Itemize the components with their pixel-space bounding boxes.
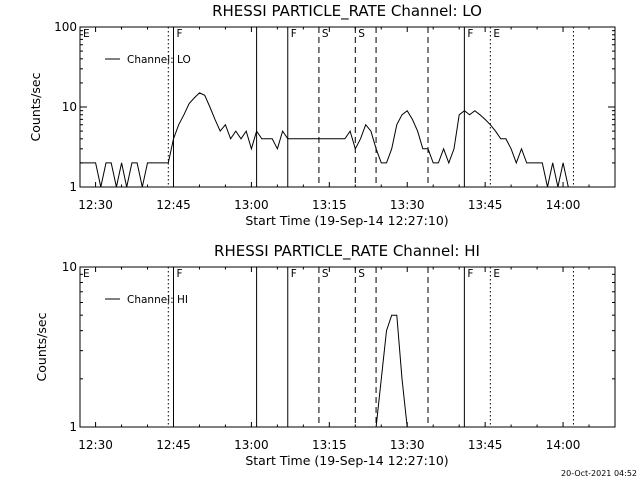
x-tick-label: 13:45: [468, 198, 503, 212]
x-axis-ticks: 12:30 12:45 13:00 13:15 13:30 13:45 14:00: [78, 267, 616, 452]
plot-frame: [79, 266, 616, 428]
x-tick-label: 14:00: [546, 438, 581, 452]
y-tick-label: 1: [69, 420, 77, 434]
marker-lines: [167, 267, 574, 427]
y-axis-ticks: 1 10: [62, 260, 615, 434]
x-tick-label: 14:00: [546, 198, 581, 212]
panel-hi: RHESSI PARTICLE_RATE Channel: HI E F F S S F E…: [34, 242, 616, 468]
y-axis-ticks: 1 10 100: [54, 20, 615, 194]
marker-lines: [167, 27, 574, 187]
marker-label: F: [291, 268, 297, 280]
marker-label: F: [467, 268, 473, 280]
marker-label: E: [83, 28, 90, 40]
marker-label: S: [358, 28, 365, 40]
x-tick-label: 12:30: [78, 438, 113, 452]
y-tick-label: 10: [62, 260, 77, 274]
x-tick-label: 13:30: [390, 198, 425, 212]
marker-label: F: [291, 28, 297, 40]
marker-label: E: [493, 28, 500, 40]
x-axis-ticks: 12:30 12:45 13:00 13:15 13:30 13:45 14:00: [78, 27, 616, 212]
y-axis-label: Counts/sec: [28, 72, 43, 141]
y-tick-label: 100: [54, 20, 77, 34]
x-tick-label: 12:45: [156, 198, 191, 212]
legend-label: Channel: HI: [127, 294, 188, 306]
x-tick-label: 13:00: [234, 438, 269, 452]
panel-lo: RHESSI PARTICLE_RATE Channel: LO E F F S S F E…: [28, 2, 616, 228]
x-tick-label: 12:45: [156, 438, 191, 452]
marker-label: S: [322, 268, 329, 280]
marker-label: F: [467, 28, 473, 40]
chart-title: RHESSI PARTICLE_RATE Channel: LO: [212, 2, 482, 21]
marker-label: S: [358, 268, 365, 280]
x-tick-label: 13:30: [390, 438, 425, 452]
x-axis-label: Start Time (19-Sep-14 12:27:10): [245, 213, 448, 228]
x-tick-label: 13:00: [234, 198, 269, 212]
legend-label: Channel: LO: [127, 54, 191, 66]
x-tick-label: 13:45: [468, 438, 503, 452]
y-tick-label: 10: [62, 100, 77, 114]
series-line: [370, 314, 408, 428]
series-line: [80, 92, 574, 188]
x-axis-label: Start Time (19-Sep-14 12:27:10): [245, 453, 448, 468]
x-tick-label: 13:15: [312, 438, 347, 452]
y-axis-label: Counts/sec: [34, 312, 49, 381]
marker-label: F: [176, 268, 182, 280]
timestamp: 20-Oct-2021 04:52: [561, 469, 637, 478]
y-tick-label: 1: [69, 180, 77, 194]
x-tick-label: 12:30: [78, 198, 113, 212]
marker-label: E: [83, 268, 90, 280]
marker-label: F: [176, 28, 182, 40]
x-tick-label: 13:15: [312, 198, 347, 212]
chart-title: RHESSI PARTICLE_RATE Channel: HI: [214, 242, 480, 261]
marker-label: S: [322, 28, 329, 40]
marker-label: E: [493, 268, 500, 280]
